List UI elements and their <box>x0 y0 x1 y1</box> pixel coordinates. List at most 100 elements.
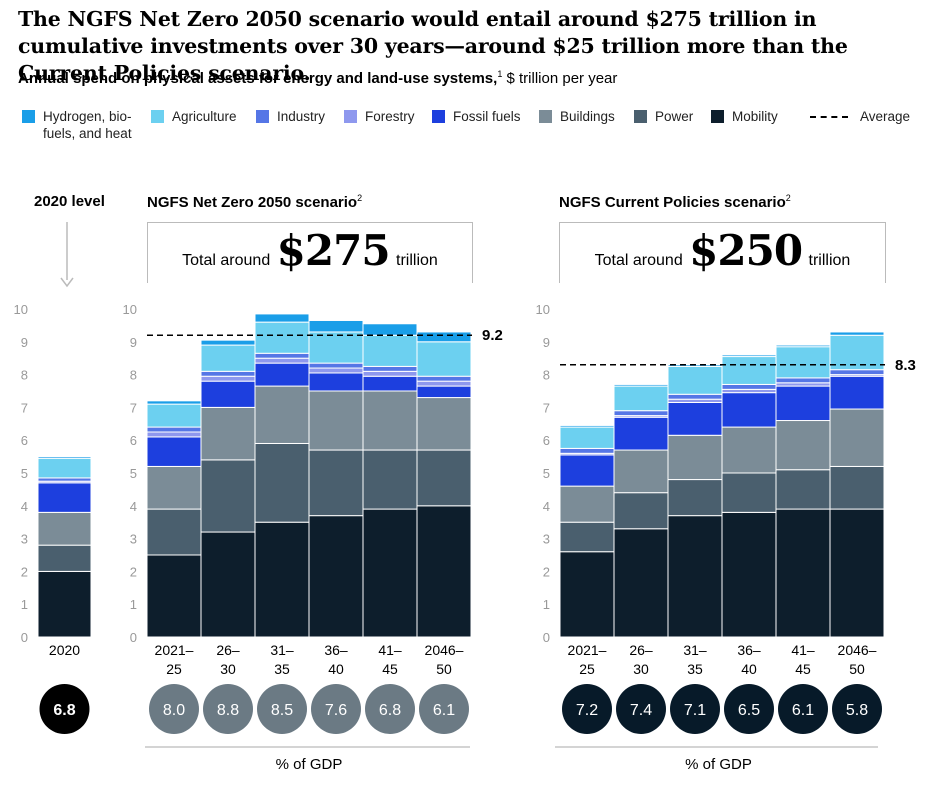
net-zero-bar-5-industry <box>416 375 472 382</box>
2020-bar-0-buildings <box>37 511 92 546</box>
net-zero-bar-3-mobility <box>308 515 364 638</box>
current-policies-bar-0-fossil-fuels <box>559 454 615 487</box>
net-zero-gdp-value: 8.5 <box>271 702 293 719</box>
current-policies-bar-2-buildings <box>667 434 723 481</box>
2020-gdp-value: 6.8 <box>53 702 75 719</box>
panel-title-current-policies: NGFS Current Policies scenario2 <box>559 193 791 211</box>
net-zero-average-label: 9.2 <box>482 327 503 344</box>
current-policies-bar-2-industry <box>667 393 723 400</box>
net-zero-total-box: Total around $275 trillion <box>147 222 473 283</box>
subtitle-footnote: 1 <box>497 69 503 79</box>
current-policies-gdp-value: 6.1 <box>792 702 814 719</box>
current-policies-bar-3-fossil-fuels <box>721 392 777 428</box>
current-policies-bar-4-hydrogen-bio-fuels-and-heat <box>775 344 831 348</box>
net-zero-ytick-5: 5 <box>130 466 137 481</box>
net-zero-bar-0-fossil-fuels <box>146 436 202 467</box>
net-zero-bar-0-forestry <box>146 431 202 438</box>
current-policies-total-suffix: trillion <box>808 252 851 269</box>
net-zero-bar-4-power <box>362 449 418 510</box>
legend-swatch-fossil-fuels <box>432 110 445 123</box>
2020-ytick-6: 6 <box>21 433 28 448</box>
2020-ytick-5: 5 <box>21 466 28 481</box>
legend-label-hydrogen: Hydrogen, bio-fuels, and heat <box>43 109 132 141</box>
net-zero-category-label: 31– <box>270 642 294 658</box>
net-zero-bar-3-industry <box>308 362 364 369</box>
net-zero-gdp-value: 6.1 <box>433 702 455 719</box>
current-policies-bar-1-mobility <box>613 528 669 638</box>
current-policies-bar-2-agriculture <box>667 365 723 395</box>
net-zero-total-prefix: Total around <box>182 252 271 269</box>
current-policies-bar-2-power <box>667 479 723 517</box>
net-zero-bar-1-hydrogen-bio-fuels-and-heat <box>200 339 256 346</box>
current-policies-gdp-bubble <box>616 684 666 734</box>
current-policies-bar-2-fossil-fuels <box>667 401 723 436</box>
net-zero-bar-4-fossil-fuels <box>362 375 418 392</box>
net-zero-bar-4-mobility <box>362 508 418 638</box>
current-policies-category-label: 50 <box>849 661 865 677</box>
net-zero-ytick-1: 1 <box>130 597 137 612</box>
2020-ytick-2: 2 <box>21 564 28 579</box>
current-policies-bar-4-power <box>775 469 831 510</box>
current-policies-bar-0-industry <box>559 447 615 454</box>
net-zero-bar-4-industry <box>362 365 418 372</box>
net-zero-bar-0-mobility <box>146 554 202 638</box>
current-policies-bar-0-mobility <box>559 551 615 638</box>
current-policies-bar-0-hydrogen-bio-fuels-and-heat <box>559 424 615 428</box>
current-policies-gdp-value: 7.1 <box>684 702 706 719</box>
net-zero-ytick-4: 4 <box>130 499 137 514</box>
legend-label-average: Average <box>860 109 911 124</box>
current-policies-category-label: 41– <box>791 642 815 658</box>
net-zero-bar-5-mobility <box>416 505 472 638</box>
net-zero-bar-4-buildings <box>362 390 418 451</box>
net-zero-bar-4-agriculture <box>362 334 418 367</box>
net-zero-bar-4-hydrogen-bio-fuels-and-heat <box>362 323 418 336</box>
chart-headline: The NGFS Net Zero 2050 scenario would en… <box>18 7 848 85</box>
current-policies-category-label: 36– <box>737 642 761 658</box>
legend-swatch-buildings <box>539 110 552 123</box>
current-policies-ytick-7: 7 <box>543 400 550 415</box>
current-policies-category-label: 45 <box>795 661 811 677</box>
current-policies-bar-1-hydrogen-bio-fuels-and-heat <box>613 383 669 387</box>
net-zero-bar-5-buildings <box>416 397 472 451</box>
current-policies-bar-1-buildings <box>613 449 669 494</box>
net-zero-ytick-10: 10 <box>123 302 137 317</box>
net-zero-gdp-value: 6.8 <box>379 702 401 719</box>
net-zero-bar-2-power <box>254 442 310 523</box>
net-zero-total-value: $275 <box>276 226 391 275</box>
legend-label-mobility: Mobility <box>732 109 778 124</box>
current-policies-category-label: 40 <box>741 661 757 677</box>
current-policies-bar-5-buildings <box>829 408 885 467</box>
net-zero-category-label: 36– <box>324 642 348 658</box>
net-zero-bar-0-buildings <box>146 465 202 510</box>
legend-label-buildings: Buildings <box>560 109 615 124</box>
net-zero-ytick-8: 8 <box>130 368 137 383</box>
legend-swatch-power <box>634 110 647 123</box>
net-zero-bar-3-buildings <box>308 390 364 451</box>
net-zero-gdp-value: 8.8 <box>217 702 239 719</box>
net-zero-category-label: 40 <box>328 661 344 677</box>
net-zero-ytick-6: 6 <box>130 433 137 448</box>
current-policies-gdp-bubble <box>562 684 612 734</box>
net-zero-bar-5-agriculture <box>416 341 472 377</box>
legend-label-agriculture: Agriculture <box>172 109 237 124</box>
net-zero-category-label: 26– <box>216 642 240 658</box>
net-zero-category-label: 35 <box>274 661 290 677</box>
current-policies-ytick-4: 4 <box>543 499 550 514</box>
current-policies-gdp-bubble <box>670 684 720 734</box>
net-zero-bar-3-forestry <box>308 367 364 374</box>
2020-ytick-0: 0 <box>21 630 28 645</box>
net-zero-bar-2-fossil-fuels <box>254 362 310 387</box>
net-zero-bar-2-industry <box>254 352 310 359</box>
2020-bar-0-hydrogen-bio-fuels-and-heat <box>37 456 92 459</box>
2020-ytick-8: 8 <box>21 368 28 383</box>
net-zero-bar-3-fossil-fuels <box>308 372 364 392</box>
current-policies-bar-0-agriculture <box>559 426 615 449</box>
net-zero-category-label: 2021– <box>155 642 194 658</box>
net-zero-bar-1-power <box>200 459 256 533</box>
net-zero-category-label: 2046– <box>425 642 464 658</box>
net-zero-total-suffix: trillion <box>396 252 438 269</box>
current-policies-bar-3-hydrogen-bio-fuels-and-heat <box>721 354 777 358</box>
legend-label-power: Power <box>655 109 694 124</box>
net-zero-bar-5-forestry <box>416 380 472 387</box>
